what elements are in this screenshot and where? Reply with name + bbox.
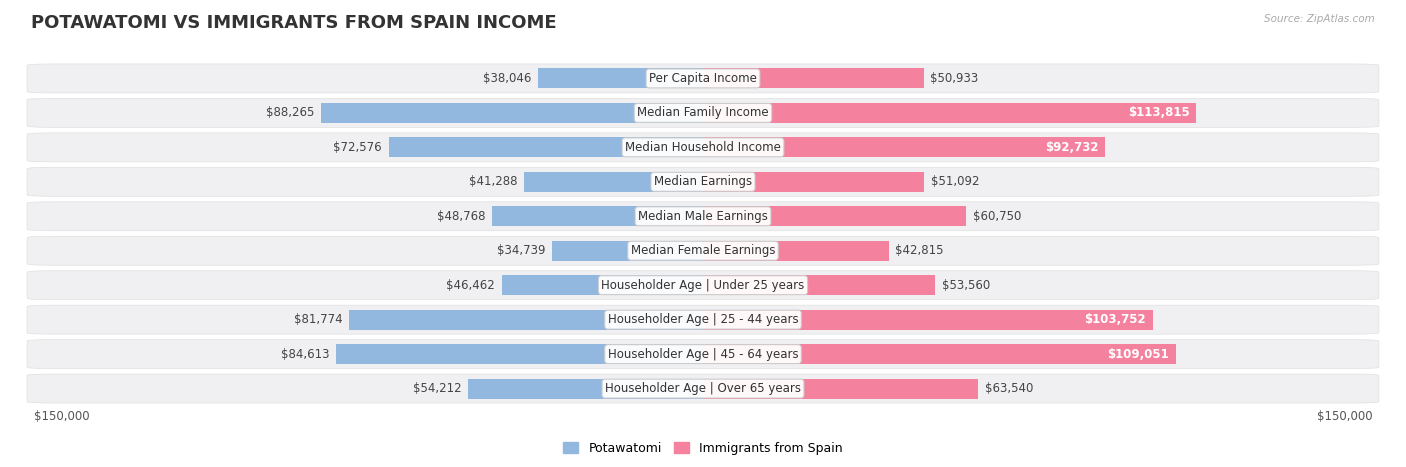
- FancyBboxPatch shape: [27, 374, 1379, 403]
- Bar: [538, 69, 703, 88]
- Text: Householder Age | Under 25 years: Householder Age | Under 25 years: [602, 279, 804, 292]
- FancyBboxPatch shape: [27, 99, 1379, 127]
- Text: Per Capita Income: Per Capita Income: [650, 72, 756, 85]
- Text: $92,732: $92,732: [1045, 141, 1098, 154]
- Bar: [703, 241, 889, 261]
- Text: Median Earnings: Median Earnings: [654, 175, 752, 188]
- Bar: [388, 137, 703, 157]
- Text: $81,774: $81,774: [294, 313, 342, 326]
- Text: $109,051: $109,051: [1108, 347, 1168, 361]
- Bar: [502, 275, 703, 295]
- FancyBboxPatch shape: [27, 64, 1379, 93]
- Text: Median Family Income: Median Family Income: [637, 106, 769, 120]
- Text: $150,000: $150,000: [1317, 410, 1372, 423]
- FancyBboxPatch shape: [27, 167, 1379, 196]
- Text: $38,046: $38,046: [484, 72, 531, 85]
- Bar: [492, 206, 703, 226]
- Bar: [321, 103, 703, 123]
- Bar: [336, 344, 703, 364]
- Text: $48,768: $48,768: [437, 210, 485, 223]
- Text: Householder Age | 25 - 44 years: Householder Age | 25 - 44 years: [607, 313, 799, 326]
- Bar: [553, 241, 703, 261]
- Text: Source: ZipAtlas.com: Source: ZipAtlas.com: [1264, 14, 1375, 24]
- Text: $54,212: $54,212: [413, 382, 461, 395]
- Legend: Potawatomi, Immigrants from Spain: Potawatomi, Immigrants from Spain: [558, 437, 848, 460]
- Text: $51,092: $51,092: [931, 175, 980, 188]
- Text: Median Male Earnings: Median Male Earnings: [638, 210, 768, 223]
- Bar: [703, 379, 979, 398]
- FancyBboxPatch shape: [27, 202, 1379, 231]
- Text: Median Female Earnings: Median Female Earnings: [631, 244, 775, 257]
- Bar: [703, 275, 935, 295]
- Text: Householder Age | 45 - 64 years: Householder Age | 45 - 64 years: [607, 347, 799, 361]
- Text: $60,750: $60,750: [973, 210, 1021, 223]
- Bar: [703, 172, 924, 192]
- Text: $53,560: $53,560: [942, 279, 990, 292]
- Bar: [703, 206, 966, 226]
- Text: $42,815: $42,815: [896, 244, 943, 257]
- Text: $72,576: $72,576: [333, 141, 382, 154]
- Bar: [703, 103, 1197, 123]
- Text: $88,265: $88,265: [266, 106, 314, 120]
- Text: $46,462: $46,462: [447, 279, 495, 292]
- Text: Householder Age | Over 65 years: Householder Age | Over 65 years: [605, 382, 801, 395]
- Text: $150,000: $150,000: [34, 410, 89, 423]
- Bar: [349, 310, 703, 330]
- Text: $113,815: $113,815: [1128, 106, 1189, 120]
- FancyBboxPatch shape: [27, 340, 1379, 368]
- Text: $41,288: $41,288: [470, 175, 517, 188]
- Bar: [524, 172, 703, 192]
- Text: POTAWATOMI VS IMMIGRANTS FROM SPAIN INCOME: POTAWATOMI VS IMMIGRANTS FROM SPAIN INCO…: [31, 14, 557, 32]
- Bar: [703, 69, 924, 88]
- Bar: [703, 344, 1175, 364]
- Bar: [468, 379, 703, 398]
- Text: $50,933: $50,933: [931, 72, 979, 85]
- Bar: [703, 310, 1153, 330]
- FancyBboxPatch shape: [27, 305, 1379, 334]
- Text: $103,752: $103,752: [1084, 313, 1146, 326]
- Bar: [703, 137, 1105, 157]
- Text: $63,540: $63,540: [984, 382, 1033, 395]
- Text: $84,613: $84,613: [281, 347, 330, 361]
- FancyBboxPatch shape: [27, 236, 1379, 265]
- FancyBboxPatch shape: [27, 271, 1379, 300]
- FancyBboxPatch shape: [27, 133, 1379, 162]
- Text: Median Household Income: Median Household Income: [626, 141, 780, 154]
- Text: $34,739: $34,739: [498, 244, 546, 257]
